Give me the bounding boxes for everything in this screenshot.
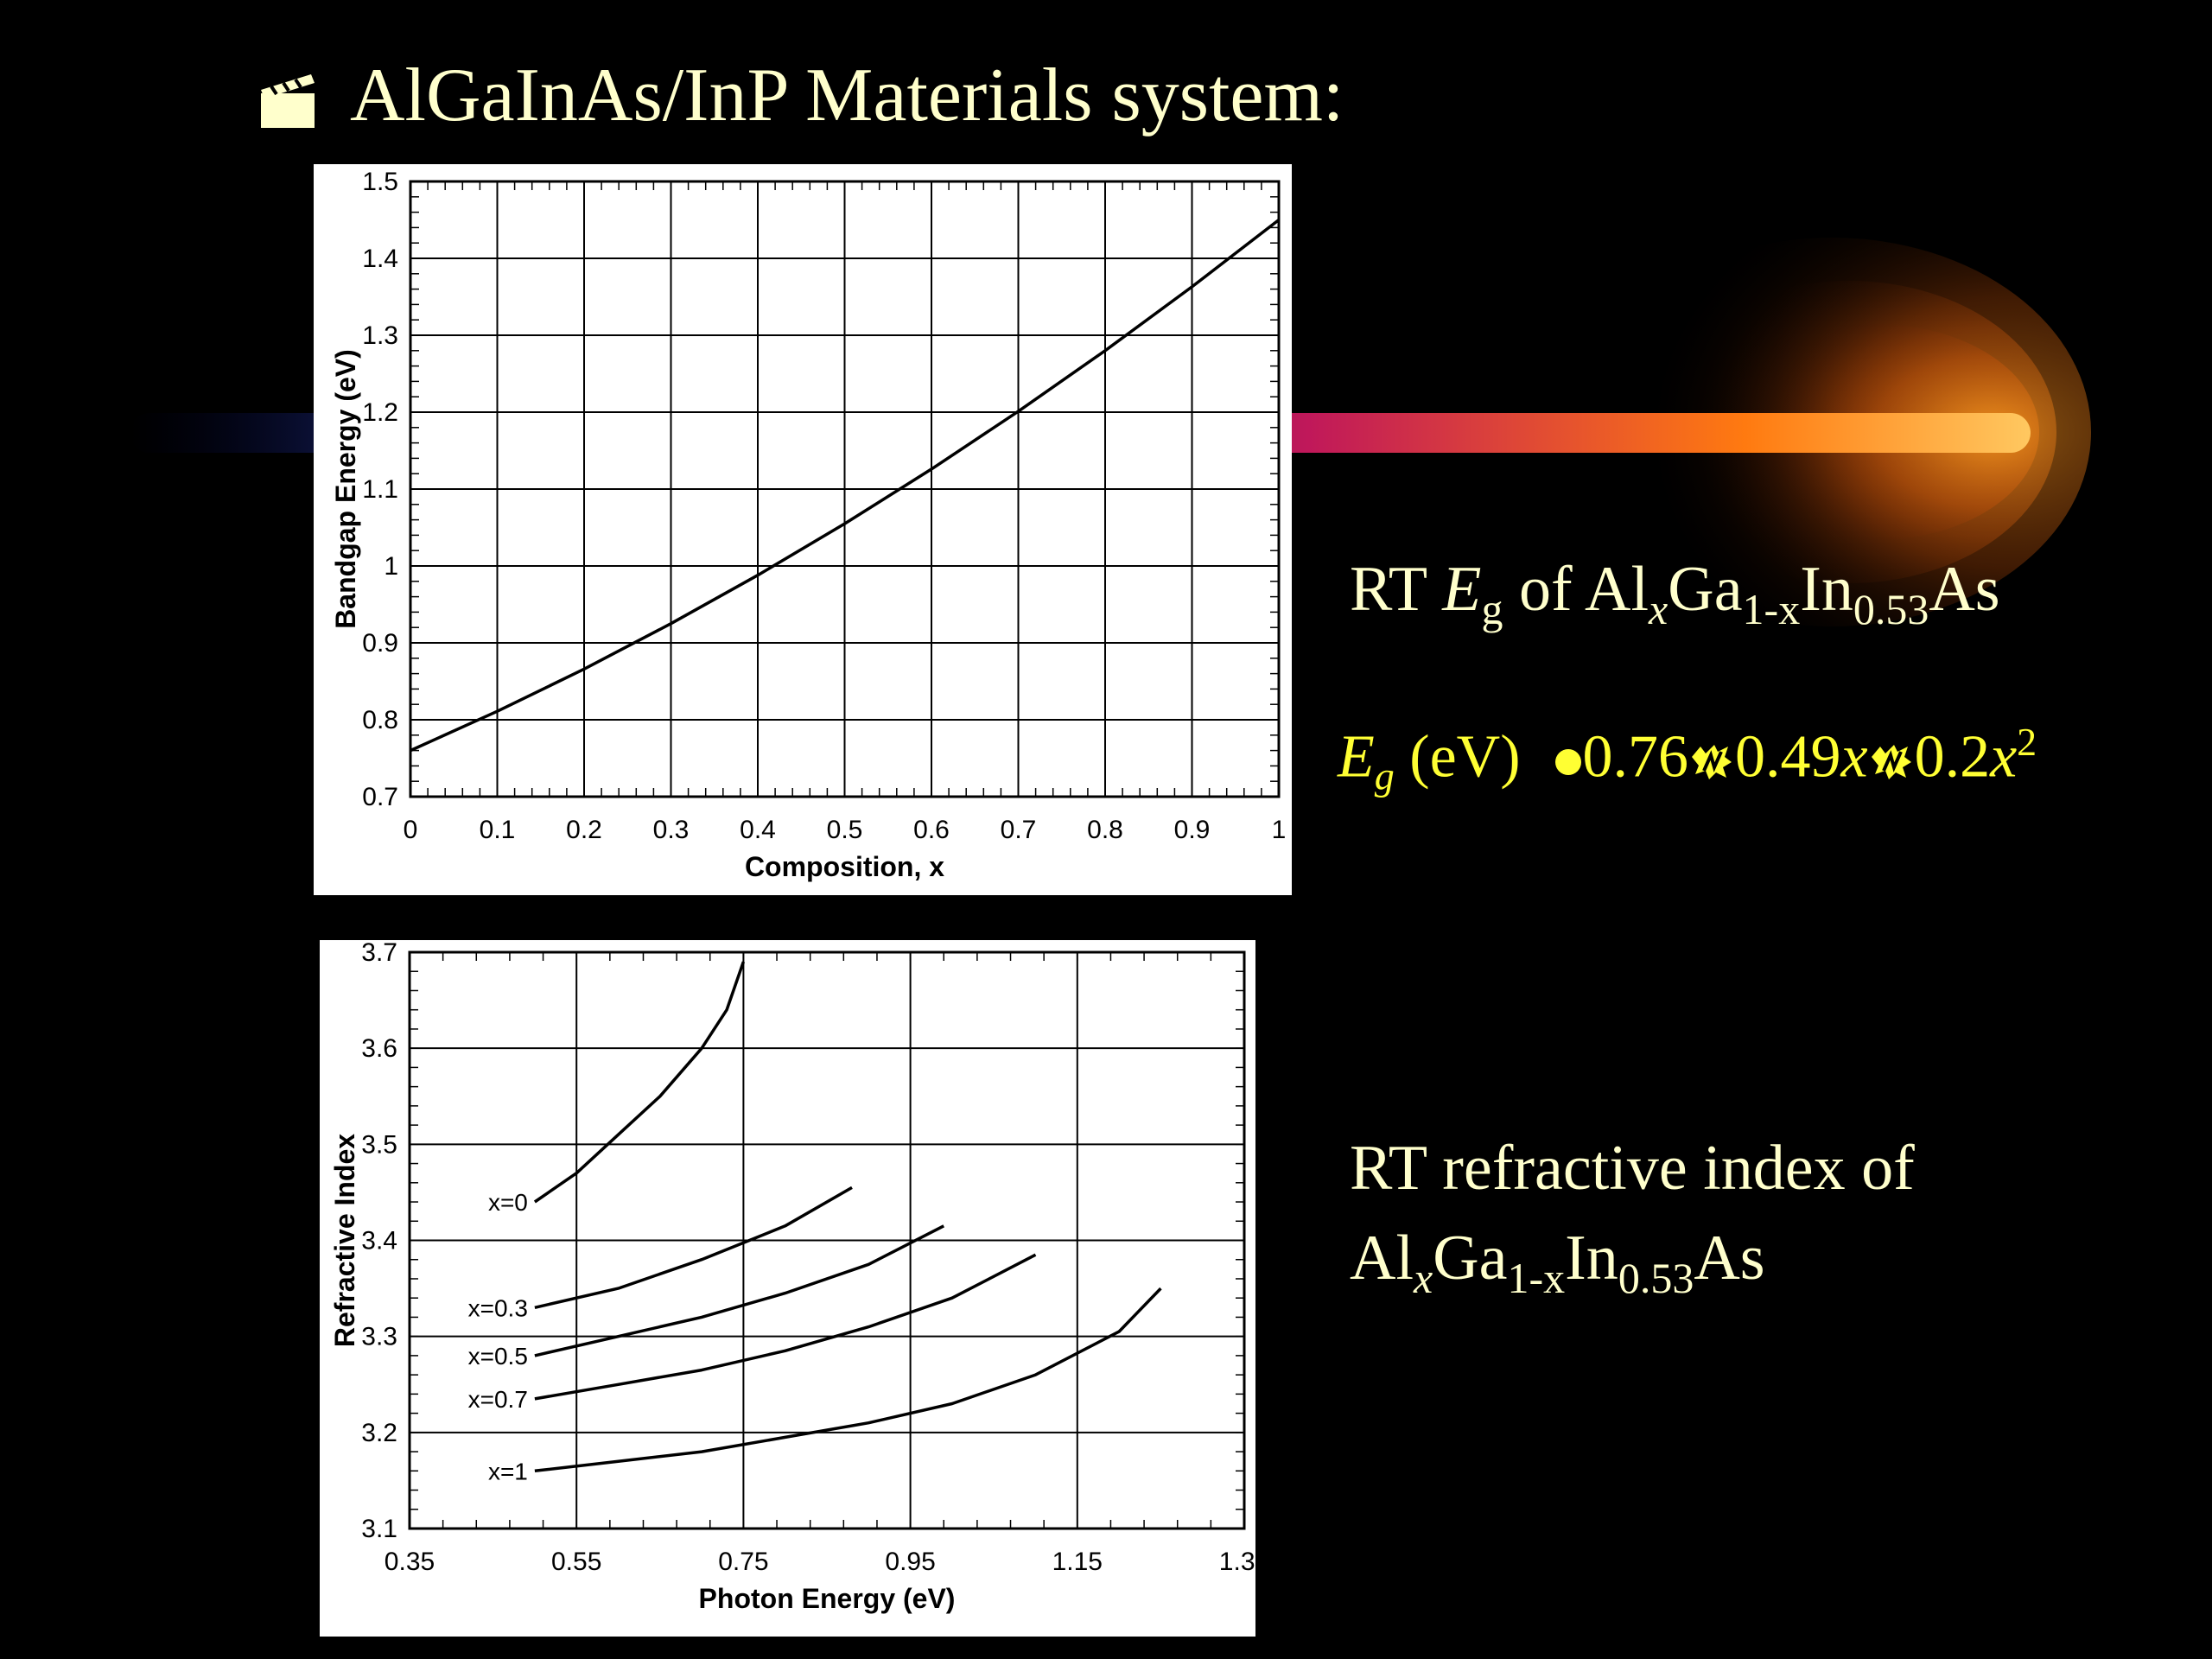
x-tick-label: 0 [404,816,418,844]
bandgap-chart-svg: 0 0.1 0.2 0.3 0.4 0.5 0.6 0.7 0.8 0.9 1 0.7 0.8 0.9 1 1… [330,168,1287,882]
series-label-3: x=0.7 [468,1386,528,1413]
y-tick-label: 1.5 [362,168,398,196]
x-tick-label: 0.75 [718,1548,768,1576]
clapperboard-icon [261,74,315,128]
y-tick-label: 1.2 [362,398,398,427]
y-tick-label: 1.3 [362,321,398,350]
plot-frame [408,950,1246,1530]
x-tick-label: 0.8 [1087,816,1123,844]
series-label-2: x=0.5 [468,1343,528,1370]
x-tick-label: 0.35 [385,1548,435,1576]
refractive-index-chart: 0.35 0.55 0.75 0.95 1.15 1.35 3.1 3.2 3.3 3.4 3.5 3… [320,938,1269,1637]
series-line-3 [534,1253,1037,1401]
x-axis-label: Photon Energy (eV) [699,1583,956,1614]
y-tick-label: 3.6 [361,1034,397,1063]
refractive-index-chart-svg: 0.35 0.55 0.75 0.95 1.15 1.35 3.1 3.2 3.3 3.4 3.5 3… [329,938,1269,1614]
bandgap-chart: 0 0.1 0.2 0.3 0.4 0.5 0.6 0.7 0.8 0.9 1 0.7 0.8 0.9 1 1… [314,164,1292,895]
x-axis-label: Composition, x [745,851,944,882]
y-tick-label: 3.1 [361,1515,397,1543]
y-axis-label: Refractive Index [329,1134,360,1347]
equals-glyph-icon [1554,749,1581,776]
bandgap-formula: Eg (eV) 0.76 0.49x 0.2x2 [1338,720,2037,798]
y-tick-label: 3.5 [361,1130,397,1159]
y-tick-label: 3.4 [361,1227,397,1255]
y-axis-label: Bandgap Energy (eV) [330,349,361,629]
plus-glyph-icon-2 [1871,745,1911,780]
series-line-4 [534,1287,1162,1473]
y-tick-label: 0.9 [362,629,398,658]
x-tick-label: 0.6 [913,816,950,844]
series-line-0 [533,961,746,1204]
plus-glyph-icon [1692,745,1732,780]
y-tick-label: 3.7 [361,940,397,967]
series-line-0 [410,219,1281,753]
plot-frame [409,180,1281,798]
y-tick-label: 1 [384,552,398,581]
x-tick-label: 0.3 [653,816,690,844]
y-tick-label: 1.4 [362,245,398,273]
series-line-1 [534,1185,853,1310]
x-tick-label: 0.7 [1001,816,1037,844]
series-label-0: x=0 [488,1189,528,1216]
x-tick-label: 0.2 [566,816,602,844]
x-tick-label: 0.5 [827,816,863,844]
x-tick-label: 0.4 [740,816,776,844]
series-label-1: x=0.3 [468,1294,528,1321]
series-label-4: x=1 [488,1458,528,1484]
x-tick-label: 1.15 [1052,1548,1103,1576]
y-tick-label: 3.3 [361,1323,397,1351]
x-tick-label: 0.1 [480,816,516,844]
y-tick-label: 3.2 [361,1419,397,1447]
x-tick-label: 0.9 [1174,816,1211,844]
bandgap-caption: RT Eg of AlxGa1-xIn0.53As [1350,554,2000,633]
y-tick-label: 0.8 [362,706,398,734]
y-tick-label: 0.7 [362,783,398,811]
x-tick-label: 1.35 [1219,1548,1255,1576]
refractive-caption: RT refractive index of AlxGa1-xIn0.53As [1350,1133,1915,1302]
series-line-2 [534,1224,944,1357]
x-tick-label: 1 [1272,816,1287,844]
x-tick-label: 0.55 [551,1548,601,1576]
y-tick-label: 1.1 [362,475,398,504]
slide-title: AlGaInAs/InP Materials system: [350,54,1344,137]
x-tick-label: 0.95 [885,1548,935,1576]
